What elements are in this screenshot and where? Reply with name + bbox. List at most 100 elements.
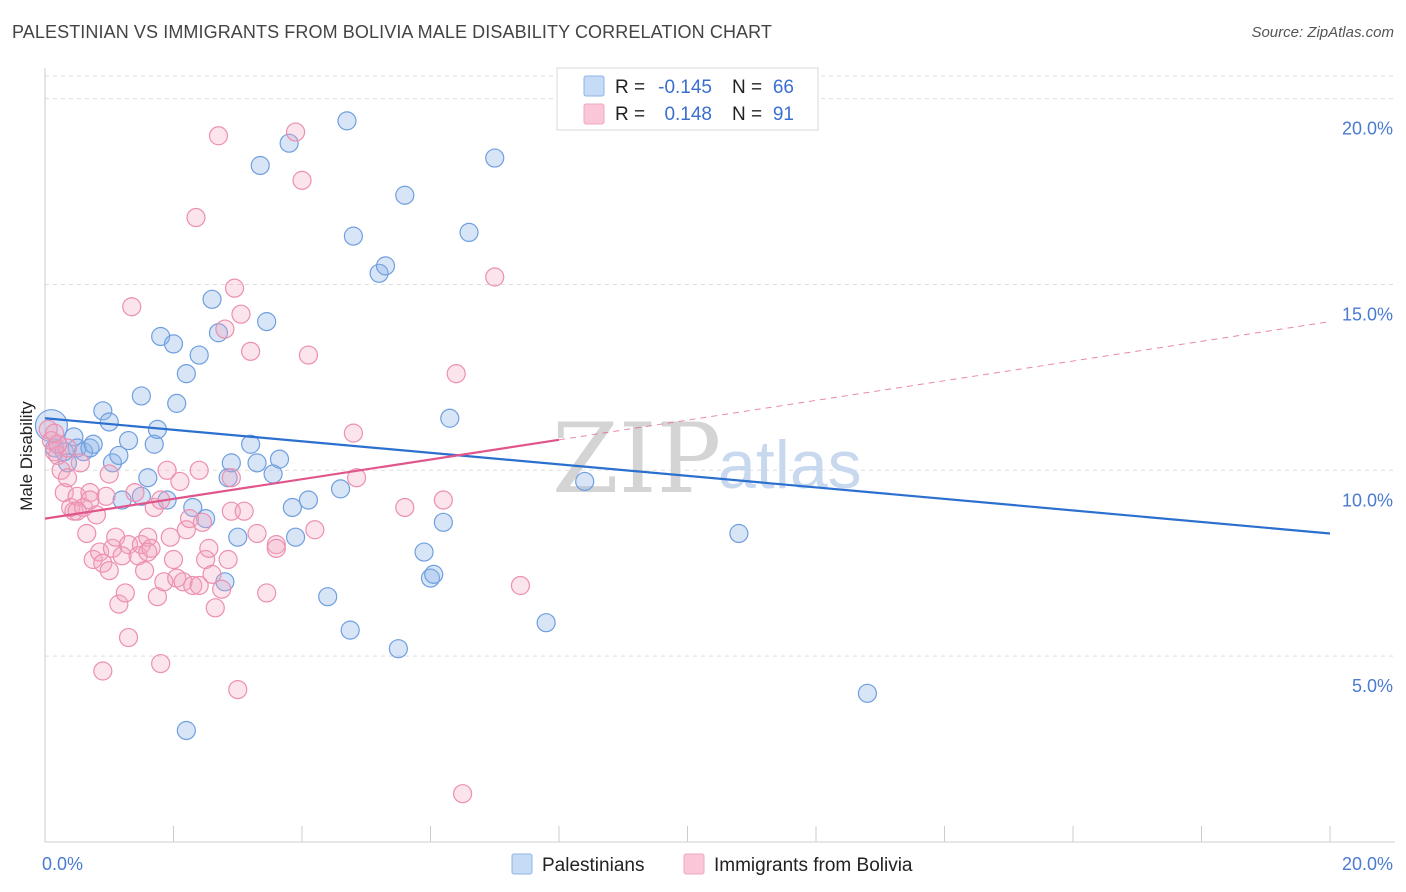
palestinians-point-57 (433, 512, 453, 532)
bolivia-point-52 (205, 598, 225, 618)
legend-r-value-1: 0.148 (664, 104, 712, 125)
bolivia-point-65 (285, 122, 306, 142)
bolivia-point-29 (131, 535, 151, 555)
legend-n-label-0: N = (732, 77, 762, 98)
palestinians-point-55 (420, 568, 441, 588)
palestinians-point-33 (221, 453, 241, 473)
watermark: ZIP atlas (552, 403, 862, 515)
palestinians-point-27 (189, 345, 209, 365)
palestinians-point-37 (250, 155, 270, 176)
bolivia-point-32 (141, 538, 161, 558)
palestinians-point-34 (228, 527, 248, 547)
bolivia-point-61 (234, 501, 254, 521)
series-palestinians-points (34, 111, 878, 741)
palestinians-point-10 (93, 401, 113, 421)
palestinians-point-65 (176, 720, 196, 741)
bolivia-point-80 (93, 661, 113, 681)
bolivia-point-30 (134, 561, 155, 581)
palestinians-point-5 (64, 427, 84, 447)
trend-line-bolivia-solid (44, 438, 560, 520)
bolivia-point-39 (163, 549, 184, 570)
bolivia-point-78 (80, 490, 100, 510)
palestinians-point-8 (80, 438, 100, 458)
palestinians-point-14 (118, 430, 139, 451)
x-tick-0: 0.0% (42, 854, 83, 874)
bolivia-point-90 (266, 538, 286, 558)
palestinians-point-35 (241, 434, 261, 454)
bolivia-point-60 (231, 304, 251, 324)
legend-n-label-1: N = (732, 104, 762, 125)
palestinians-point-17 (131, 386, 151, 406)
watermark-atlas: atlas (718, 427, 862, 503)
legend-swatch-blue (583, 75, 605, 97)
bolivia-point-83 (241, 341, 261, 361)
bolivia-point-6 (57, 468, 78, 488)
palestinians-point-12 (102, 453, 123, 473)
bolivia-point-48 (192, 512, 213, 532)
bolivia-point-16 (90, 542, 110, 562)
palestinians-point-61 (536, 613, 556, 633)
bolivia-point-56 (218, 549, 238, 570)
palestinians-point-23 (163, 334, 184, 354)
palestinians-point-43 (285, 527, 306, 547)
bolivia-point-58 (224, 278, 245, 298)
bolivia-point-3 (48, 445, 68, 466)
trend-line-palestinians (44, 417, 1331, 535)
y-tick-3: 20.0% (1342, 119, 1393, 139)
y-tick-1: 10.0% (1342, 490, 1393, 510)
palestinians-point-13 (109, 445, 129, 466)
bolivia-point-22 (109, 594, 129, 614)
y-tick-2: 15.0% (1342, 304, 1393, 324)
palestinians-point-54 (414, 542, 434, 562)
bolivia-point-63 (257, 583, 277, 603)
bolivia-point-76 (510, 575, 531, 596)
bolivia-point-68 (305, 520, 325, 540)
bottom-legend-swatch-blue (511, 853, 533, 875)
bolivia-point-36 (154, 572, 174, 592)
bolivia-point-74 (453, 784, 473, 804)
legend-r-label-0: R = (615, 77, 645, 98)
bolivia-point-70 (347, 468, 367, 488)
chart-title: PALESTINIAN VS IMMIGRANTS FROM BOLIVIA M… (12, 22, 773, 42)
legend-r-label-1: R = (615, 104, 645, 125)
palestinians-point-63 (729, 523, 749, 544)
bolivia-point-59 (228, 679, 248, 700)
trend-line-bolivia-dashed (558, 321, 1331, 441)
bolivia-point-55 (215, 319, 235, 339)
bolivia-point-27 (125, 482, 145, 503)
palestinians-point-26 (183, 497, 203, 518)
x-tick-1: 20.0% (1342, 854, 1393, 874)
palestinians-point-48 (337, 111, 357, 131)
bolivia-point-66 (292, 170, 312, 190)
palestinians-point-47 (340, 620, 360, 640)
bolivia-point-69 (343, 423, 363, 443)
bolivia-point-89 (221, 468, 241, 488)
palestinians-point-42 (282, 497, 302, 518)
y-tick-0: 5.0% (1352, 676, 1393, 696)
bolivia-point-75 (485, 267, 505, 287)
bolivia-point-73 (446, 364, 466, 384)
palestinians-point-36 (247, 453, 267, 473)
bottom-legend-palestinians: Palestinians (542, 855, 644, 876)
palestinians-point-58 (440, 408, 460, 428)
legend-n-value-0: 66 (773, 77, 794, 98)
bolivia-point-46 (186, 207, 206, 228)
bolivia-point-37 (157, 460, 177, 480)
bottom-legend: Palestinians Immigrants from Bolivia (511, 853, 913, 876)
bolivia-point-51 (202, 564, 222, 584)
legend: R = -0.145 N = 66 R = 0.148 N = 91 (556, 67, 819, 131)
bolivia-point-44 (179, 509, 200, 529)
trend-lines (44, 321, 1331, 535)
palestinians-point-41 (279, 133, 299, 153)
palestinians-point-50 (369, 263, 389, 283)
palestinians-point-45 (318, 587, 338, 607)
bolivia-point-42 (173, 572, 193, 592)
bolivia-point-82 (189, 575, 209, 596)
bolivia-point-67 (298, 345, 319, 365)
bolivia-point-10 (70, 453, 90, 473)
bottom-legend-swatch-pink (683, 853, 705, 875)
bolivia-point-43 (176, 520, 196, 540)
bolivia-point-71 (395, 497, 415, 518)
bolivia-point-50 (199, 538, 219, 558)
